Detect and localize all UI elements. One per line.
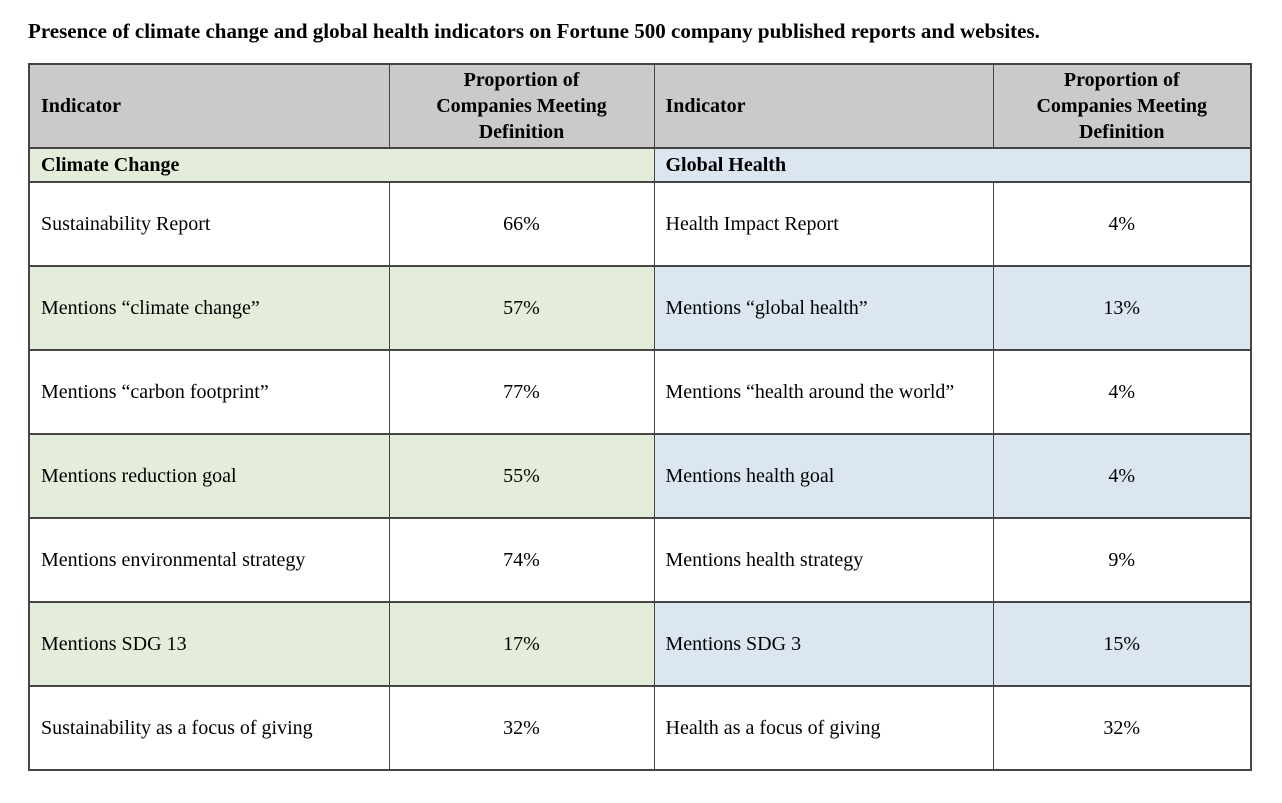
indicator-cell: Mentions “carbon footprint” [28, 349, 390, 435]
table-body: Sustainability Report 66% Health Impact … [28, 181, 1252, 771]
table-row-mentions-strategy: Mentions environmental strategy 74% Ment… [28, 517, 1252, 603]
table-row-mentions-sdg: Mentions SDG 13 17% Mentions SDG 3 15% [28, 601, 1252, 687]
indicators-table: Indicator Proportion of Companies Meetin… [28, 63, 1252, 771]
value-cell: 74% [388, 517, 655, 603]
value-cell: 32% [388, 685, 655, 771]
indicator-cell: Mentions health strategy [653, 517, 994, 603]
table-row-mentions-term: Mentions “climate change” 57% Mentions “… [28, 265, 1252, 351]
value-cell: 57% [388, 265, 655, 351]
value-cell: 55% [388, 433, 655, 519]
indicator-cell: Mentions health goal [653, 433, 994, 519]
value-cell: 32% [992, 685, 1252, 771]
indicator-cell: Mentions SDG 13 [28, 601, 390, 687]
header-indicator-health: Indicator [653, 63, 994, 149]
header-row: Indicator Proportion of Companies Meetin… [28, 63, 1252, 149]
indicator-cell: Sustainability as a focus of giving [28, 685, 390, 771]
indicator-cell: Health as a focus of giving [653, 685, 994, 771]
header-proportion-health: Proportion of Companies Meeting Definiti… [992, 63, 1252, 149]
section-row: Climate Change Global Health [28, 147, 1252, 183]
section-climate-change: Climate Change [28, 147, 655, 183]
header-proportion-climate: Proportion of Companies Meeting Definiti… [388, 63, 655, 149]
section-global-health: Global Health [653, 147, 1252, 183]
value-cell: 13% [992, 265, 1252, 351]
indicator-cell: Sustainability Report [28, 181, 390, 267]
indicator-cell: Mentions environmental strategy [28, 517, 390, 603]
value-cell: 9% [992, 517, 1252, 603]
indicator-cell: Mentions “global health” [653, 265, 994, 351]
indicator-cell: Mentions “health around the world” [653, 349, 994, 435]
table-row-mentions-goal: Mentions reduction goal 55% Mentions hea… [28, 433, 1252, 519]
value-cell: 17% [388, 601, 655, 687]
value-cell: 4% [992, 349, 1252, 435]
value-cell: 4% [992, 181, 1252, 267]
value-cell: 66% [388, 181, 655, 267]
value-cell: 77% [388, 349, 655, 435]
table-row-focus-of-giving: Sustainability as a focus of giving 32% … [28, 685, 1252, 771]
table-row-sustainability-report: Sustainability Report 66% Health Impact … [28, 181, 1252, 267]
indicator-cell: Health Impact Report [653, 181, 994, 267]
header-indicator-climate: Indicator [28, 63, 390, 149]
value-cell: 4% [992, 433, 1252, 519]
indicator-cell: Mentions SDG 3 [653, 601, 994, 687]
table-caption: Presence of climate change and global he… [28, 19, 1040, 43]
indicator-cell: Mentions reduction goal [28, 433, 390, 519]
indicator-cell: Mentions “climate change” [28, 265, 390, 351]
value-cell: 15% [992, 601, 1252, 687]
table-row-mentions-phrase: Mentions “carbon footprint” 77% Mentions… [28, 349, 1252, 435]
